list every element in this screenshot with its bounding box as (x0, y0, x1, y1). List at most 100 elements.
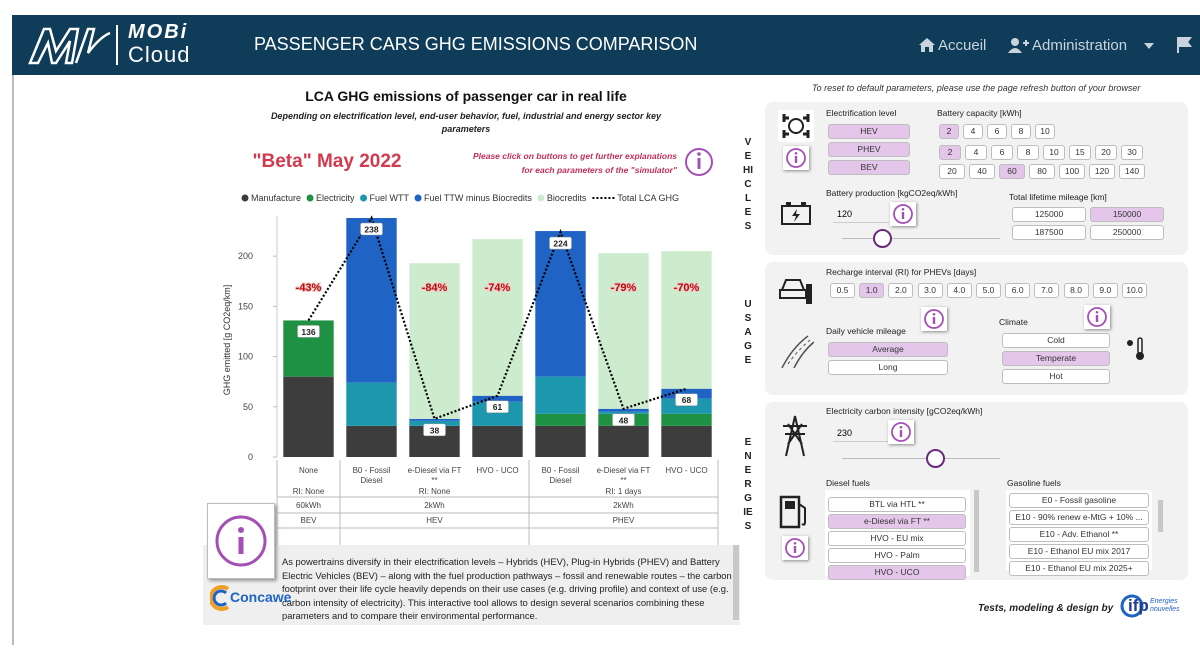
option-button[interactable]: 4.0 (946, 283, 972, 298)
reduction-label: -70% (674, 282, 700, 294)
caret (1144, 43, 1154, 49)
beta-label: "Beta" May 2022 (253, 151, 402, 172)
option-button[interactable]: 8 (1011, 124, 1031, 139)
option-button[interactable]: 8.0 (1063, 283, 1089, 298)
option-button[interactable]: 10 (1035, 124, 1055, 139)
option-button[interactable]: Long (828, 360, 948, 375)
option-button[interactable]: 120 (1089, 164, 1115, 179)
option-button[interactable]: E0 - Fossil gasoline (1009, 493, 1149, 508)
option-button[interactable]: 9.0 (1092, 283, 1118, 298)
input[interactable]: 120 (833, 206, 889, 223)
option-button[interactable]: 10.0 (1122, 283, 1147, 298)
y-tick-label: 200 (238, 251, 253, 261)
option-button[interactable]: 0.5 (830, 283, 855, 298)
bar-segment (409, 263, 460, 419)
option-button[interactable]: HEV (828, 124, 910, 139)
bar-segment (283, 376, 334, 457)
option-button[interactable]: 6.0 (1005, 283, 1031, 298)
info-button[interactable] (783, 146, 809, 170)
option-button[interactable]: 80 (1029, 164, 1055, 179)
slider-track (842, 458, 1000, 459)
slider-handle[interactable] (926, 449, 945, 468)
option-button[interactable]: 6 (991, 145, 1013, 160)
hint: Please click on buttons to get further e… (473, 151, 677, 161)
option-button[interactable]: E10 - Adv. Ethanol ** (1009, 527, 1149, 542)
x-tick-label: B0 - Fossil Diesel (352, 466, 391, 485)
chart-title: LCA GHG emissions of passenger car in re… (305, 88, 627, 104)
option-button[interactable]: HVO - UCO (828, 565, 966, 580)
field-label: Electrification level (826, 108, 897, 118)
option-button[interactable]: 30 (1121, 145, 1143, 160)
option-button[interactable]: HVO - EU mix (828, 531, 966, 546)
option-button[interactable]: 4 (963, 124, 983, 139)
option-button[interactable]: 2.0 (888, 283, 914, 298)
option-button[interactable]: 140 (1119, 164, 1145, 179)
option-button[interactable]: 100 (1059, 164, 1085, 179)
option-button[interactable]: 6 (987, 124, 1007, 139)
group-label: RI: None (418, 487, 451, 496)
group-label: 2kWh (424, 501, 445, 510)
bar-segment (472, 239, 523, 396)
option-button[interactable]: 60 (999, 164, 1025, 179)
charging-icon (779, 279, 812, 304)
nav-link[interactable]: Administration (1032, 37, 1128, 54)
option-button[interactable]: E10 - 90% renew e-MtG + 10% ... (1009, 510, 1149, 525)
bar-segment (535, 425, 586, 457)
option-button[interactable]: 10 (1043, 145, 1065, 160)
option-button[interactable]: BTL via HTL ** (828, 497, 966, 512)
y-tick-label: 100 (238, 352, 253, 362)
data-label: 68 (682, 395, 692, 405)
bar-segment (598, 408, 649, 412)
option-button[interactable]: 20 (1095, 145, 1117, 160)
option-button[interactable]: 15 (1069, 145, 1091, 160)
group-label: 60kWh (296, 501, 321, 510)
reduction-label: -43% (296, 282, 322, 294)
option-button[interactable]: Average (828, 342, 948, 357)
info-button[interactable] (888, 420, 914, 444)
option-button[interactable]: 2 (939, 145, 961, 160)
option-button[interactable]: 187500 (1012, 225, 1086, 240)
option-button[interactable]: Hot (1002, 369, 1110, 384)
option-button[interactable]: E10 - Ethanol EU mix 2017 (1009, 544, 1149, 559)
description: As powertrains diversify in their electr… (282, 556, 732, 621)
info-icon (1087, 307, 1107, 327)
scrollbar (733, 545, 739, 620)
x-tick-label: B0 - Fossil Diesel (541, 466, 580, 485)
option-button[interactable]: PHEV (828, 142, 910, 157)
data-label: 136 (301, 327, 315, 337)
input[interactable]: 230 (833, 425, 889, 442)
option-button[interactable]: 125000 (1012, 207, 1086, 222)
option-button[interactable]: 150000 (1090, 207, 1164, 222)
option-button[interactable]: 20 (939, 164, 965, 179)
info-button[interactable] (207, 503, 275, 579)
info-button[interactable] (921, 307, 947, 331)
legend-label: Total LCA GHG (617, 193, 679, 203)
option-button[interactable]: 8 (1017, 145, 1039, 160)
option-button[interactable]: 1.0 (859, 283, 885, 298)
slider-handle[interactable] (873, 229, 892, 248)
info-button[interactable] (890, 202, 916, 226)
option-button[interactable]: Temperate (1002, 351, 1110, 366)
bar-segment (409, 418, 460, 421)
bar-segment (598, 253, 649, 409)
option-button[interactable]: BEV (828, 160, 910, 175)
nav-link[interactable]: Accueil (938, 37, 987, 54)
option-button[interactable]: 40 (969, 164, 995, 179)
option-button[interactable]: Cold (1002, 333, 1110, 348)
option-button[interactable]: 7.0 (1034, 283, 1060, 298)
option-button[interactable]: 5.0 (976, 283, 1001, 298)
option-button[interactable]: e-Diesel via FT ** (828, 514, 966, 529)
bar-segment (535, 376, 586, 414)
group-label: RI: None (292, 487, 325, 496)
option-button[interactable]: E10 - Ethanol EU mix 2025+ (1009, 561, 1149, 576)
info-button[interactable] (685, 148, 713, 176)
bar-segment (661, 251, 712, 389)
option-button[interactable]: 250000 (1090, 225, 1164, 240)
option-button[interactable]: 3.0 (917, 283, 943, 298)
info-button[interactable] (782, 536, 808, 560)
chart-subtitle: Depending on electrification level, end-… (271, 111, 662, 121)
info-button[interactable] (1084, 305, 1110, 329)
option-button[interactable]: 2 (939, 124, 959, 139)
option-button[interactable]: HVO - Palm (828, 548, 966, 563)
option-button[interactable]: 4 (965, 145, 987, 160)
